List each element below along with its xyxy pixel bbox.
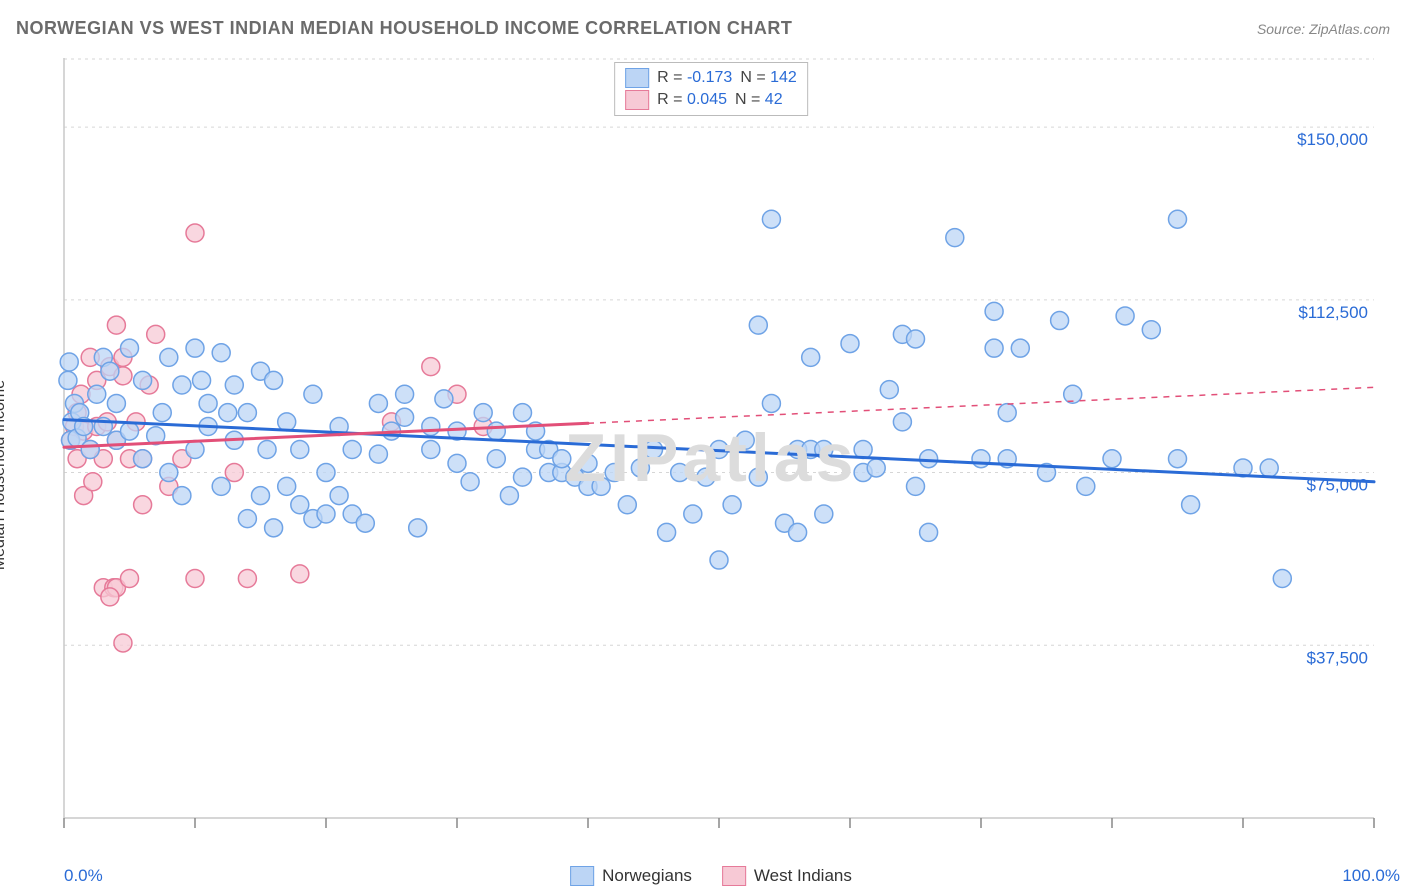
- x-axis-max-label: 100.0%: [1342, 866, 1400, 886]
- r-label-0: R =: [657, 69, 687, 86]
- n-value-1: 42: [765, 91, 783, 108]
- r-label-1: R =: [657, 91, 687, 108]
- stats-row-series-1: R = 0.045 N = 42: [625, 89, 797, 111]
- svg-text:$150,000: $150,000: [1297, 130, 1368, 149]
- n-label-1: N =: [735, 91, 765, 108]
- legend-swatch-0: [570, 866, 594, 886]
- series-legend: Norwegians West Indians: [570, 866, 852, 886]
- r-value-0: -0.173: [687, 69, 732, 86]
- stats-row-series-0: R = -0.173 N = 142: [625, 67, 797, 89]
- swatch-series-1: [625, 90, 649, 110]
- legend-item-0: Norwegians: [570, 866, 692, 886]
- r-value-1: 0.045: [687, 91, 727, 108]
- scatter-plot: $37,500$75,000$112,500$150,000: [16, 58, 1404, 856]
- svg-text:$37,500: $37,500: [1307, 648, 1368, 667]
- y-axis-title: Median Household Income: [0, 380, 9, 570]
- legend-item-1: West Indians: [722, 866, 852, 886]
- svg-text:$112,500: $112,500: [1298, 303, 1368, 322]
- chart-title: NORWEGIAN VS WEST INDIAN MEDIAN HOUSEHOL…: [16, 18, 792, 39]
- swatch-series-0: [625, 68, 649, 88]
- legend-label-1: West Indians: [754, 866, 852, 886]
- legend-swatch-1: [722, 866, 746, 886]
- x-axis-min-label: 0.0%: [64, 866, 103, 886]
- stats-legend: R = -0.173 N = 142 R = 0.045 N = 42: [614, 62, 808, 116]
- source-prefix: Source:: [1257, 21, 1309, 37]
- source-credit: Source: ZipAtlas.com: [1257, 21, 1390, 37]
- legend-label-0: Norwegians: [602, 866, 692, 886]
- n-label-0: N =: [740, 69, 770, 86]
- n-value-0: 142: [770, 69, 797, 86]
- source-name: ZipAtlas.com: [1309, 21, 1390, 37]
- chart-container: Median Household Income ZIPatlas R = -0.…: [16, 58, 1406, 892]
